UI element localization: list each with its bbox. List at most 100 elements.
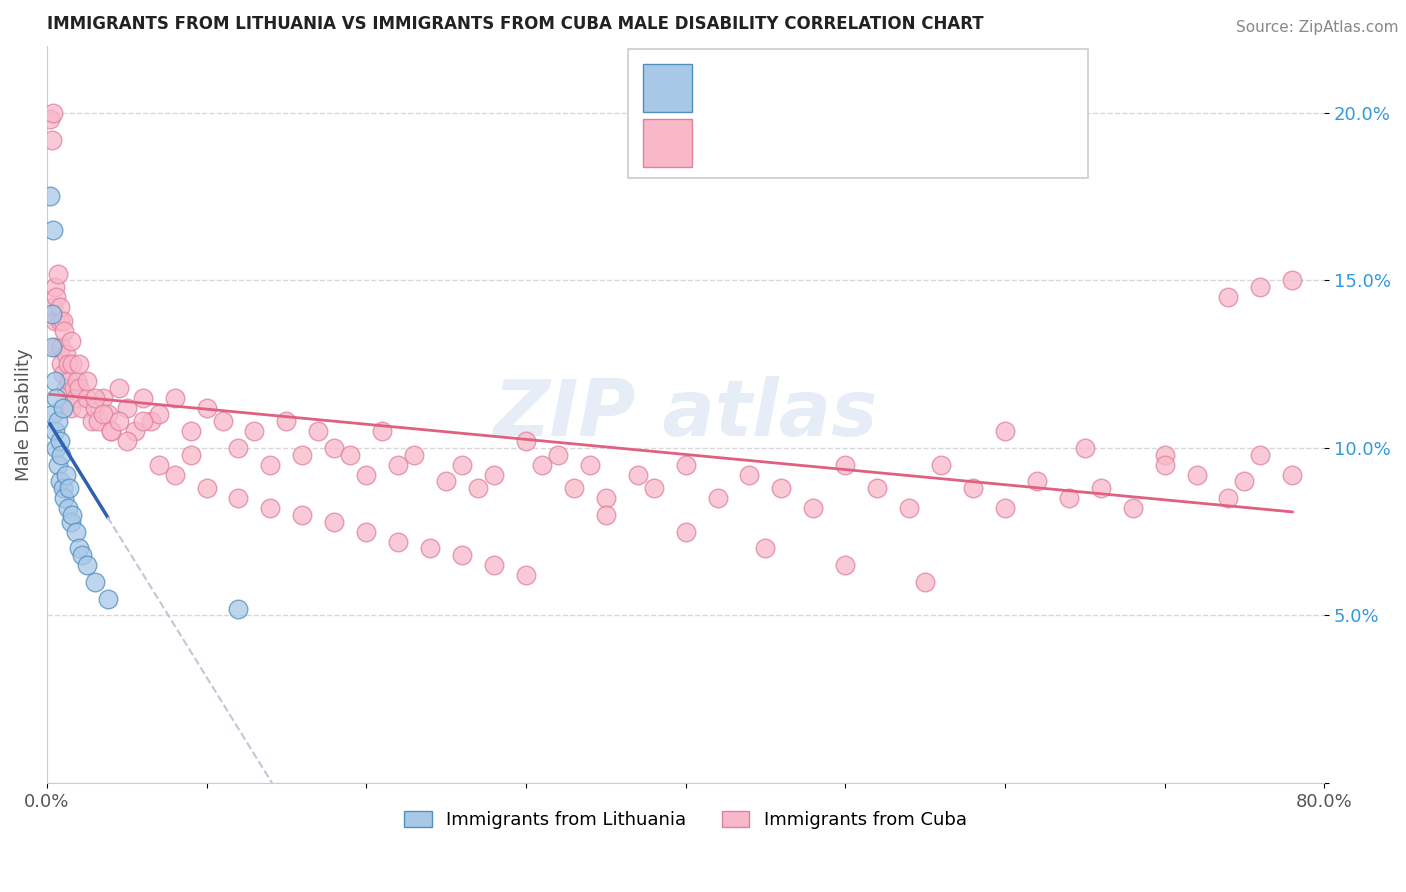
- Point: [180, 424, 202, 438]
- Point: [63, 380, 86, 394]
- Point: [91, 408, 114, 422]
- Point: [801, 501, 824, 516]
- Point: [627, 467, 650, 482]
- Point: [994, 424, 1017, 438]
- Point: [1281, 467, 1303, 482]
- Point: [1122, 501, 1144, 516]
- Point: [515, 568, 537, 582]
- Point: [354, 467, 377, 482]
- Point: [67, 380, 90, 394]
- Point: [41, 307, 63, 321]
- Point: [1057, 491, 1080, 505]
- Point: [115, 434, 138, 449]
- Point: [866, 481, 889, 495]
- Point: [124, 424, 146, 438]
- Point: [467, 481, 489, 495]
- Point: [1218, 491, 1240, 505]
- Point: [834, 458, 856, 472]
- Point: [58, 481, 80, 495]
- Point: [51, 448, 73, 462]
- Point: [1025, 475, 1047, 489]
- Point: [52, 367, 75, 381]
- Point: [52, 313, 75, 327]
- Point: [195, 401, 218, 415]
- FancyBboxPatch shape: [644, 120, 692, 168]
- Text: Source: ZipAtlas.com: Source: ZipAtlas.com: [1236, 20, 1399, 35]
- Point: [211, 414, 233, 428]
- Point: [195, 481, 218, 495]
- Point: [1153, 458, 1175, 472]
- Point: [1153, 448, 1175, 462]
- Point: [530, 458, 553, 472]
- Point: [1281, 273, 1303, 287]
- Point: [83, 574, 105, 589]
- Point: [994, 501, 1017, 516]
- Point: [44, 424, 66, 438]
- Point: [62, 357, 84, 371]
- Point: [515, 434, 537, 449]
- Point: [56, 501, 79, 516]
- Point: [53, 324, 76, 338]
- Point: [228, 491, 250, 505]
- Point: [46, 458, 69, 472]
- Text: R = -0.468   N =  29: R = -0.468 N = 29: [711, 78, 936, 97]
- Point: [898, 501, 921, 516]
- Point: [41, 340, 63, 354]
- Point: [48, 475, 70, 489]
- Point: [163, 467, 186, 482]
- Point: [339, 448, 361, 462]
- Point: [1249, 280, 1271, 294]
- Legend: Immigrants from Lithuania, Immigrants from Cuba: Immigrants from Lithuania, Immigrants fr…: [398, 804, 974, 837]
- Point: [46, 414, 69, 428]
- Point: [323, 515, 346, 529]
- Point: [180, 448, 202, 462]
- Point: [83, 391, 105, 405]
- Point: [76, 374, 98, 388]
- Point: [55, 467, 77, 482]
- Point: [595, 491, 617, 505]
- Point: [148, 458, 170, 472]
- Point: [148, 408, 170, 422]
- Point: [107, 380, 129, 394]
- Point: [371, 424, 394, 438]
- Point: [929, 458, 952, 472]
- Point: [91, 391, 114, 405]
- Point: [1185, 467, 1208, 482]
- Point: [67, 357, 90, 371]
- Point: [56, 357, 79, 371]
- Point: [914, 574, 936, 589]
- Point: [45, 340, 67, 354]
- Point: [76, 391, 98, 405]
- Point: [83, 401, 105, 415]
- Point: [55, 380, 77, 394]
- Point: [578, 458, 600, 472]
- Y-axis label: Male Disability: Male Disability: [15, 348, 32, 481]
- Point: [44, 374, 66, 388]
- Point: [42, 408, 65, 422]
- Point: [52, 401, 75, 415]
- Point: [1249, 448, 1271, 462]
- Point: [834, 558, 856, 573]
- Text: R = -0.126   N = 123: R = -0.126 N = 123: [711, 134, 936, 153]
- Point: [1074, 441, 1097, 455]
- Point: [547, 448, 569, 462]
- Point: [1090, 481, 1112, 495]
- Point: [51, 340, 73, 354]
- Point: [100, 424, 122, 438]
- Point: [48, 313, 70, 327]
- Point: [39, 112, 62, 127]
- Point: [52, 481, 75, 495]
- Point: [451, 458, 474, 472]
- Point: [259, 458, 281, 472]
- Point: [770, 481, 793, 495]
- Point: [738, 467, 761, 482]
- Point: [387, 458, 409, 472]
- Point: [67, 541, 90, 556]
- Text: ZIP atlas: ZIP atlas: [494, 376, 877, 452]
- Point: [675, 458, 697, 472]
- Point: [643, 481, 665, 495]
- Point: [45, 441, 67, 455]
- Point: [131, 391, 153, 405]
- Point: [46, 267, 69, 281]
- FancyBboxPatch shape: [628, 49, 1088, 178]
